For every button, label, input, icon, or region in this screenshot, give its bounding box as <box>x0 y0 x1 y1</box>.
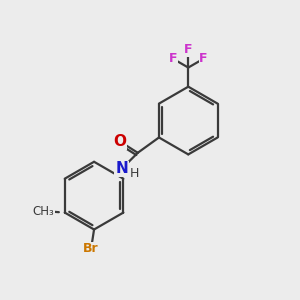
Text: H: H <box>130 167 140 180</box>
Text: F: F <box>169 52 177 65</box>
Text: F: F <box>199 52 208 65</box>
Text: F: F <box>184 44 193 56</box>
Text: N: N <box>115 161 128 176</box>
Text: Br: Br <box>83 242 99 255</box>
Text: CH₃: CH₃ <box>33 205 54 218</box>
Text: O: O <box>114 134 127 149</box>
